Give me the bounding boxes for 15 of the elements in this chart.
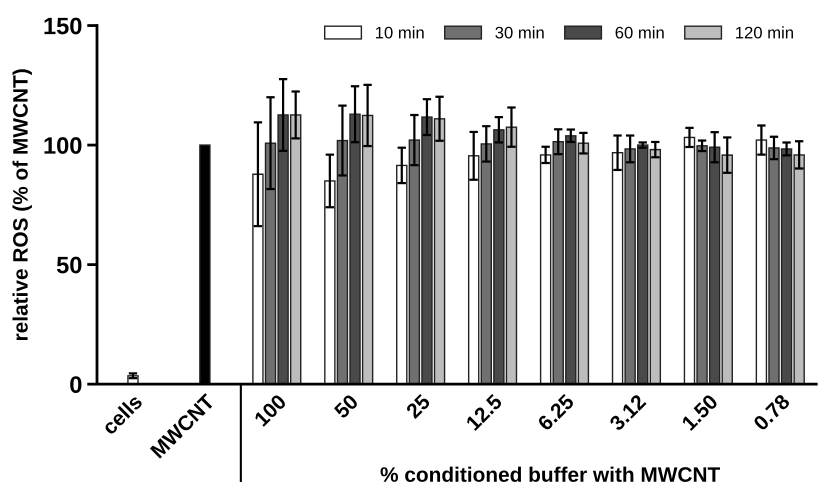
x-axis-title: % conditioned buffer with MWCNT xyxy=(380,466,720,482)
y-tick-label: 50 xyxy=(56,256,82,274)
legend-label: 10 min xyxy=(376,26,424,39)
x-tick-label: 0.78 xyxy=(752,393,791,432)
x-tick-label: 25 xyxy=(405,393,432,420)
y-tick-label: 0 xyxy=(70,376,82,393)
legend-label: 60 min xyxy=(616,26,664,39)
x-tick-label: 50 xyxy=(333,393,359,420)
legend-label: 120 min xyxy=(736,26,793,39)
legend-label: 30 min xyxy=(495,26,544,39)
y-axis-title: relative ROS (% of MWCNT) xyxy=(12,69,32,340)
y-tick-label: 100 xyxy=(44,137,82,154)
x-tick-label: 100 xyxy=(254,393,288,427)
x-tick-label: 3.12 xyxy=(608,393,647,432)
y-tick-label: 150 xyxy=(44,18,82,34)
